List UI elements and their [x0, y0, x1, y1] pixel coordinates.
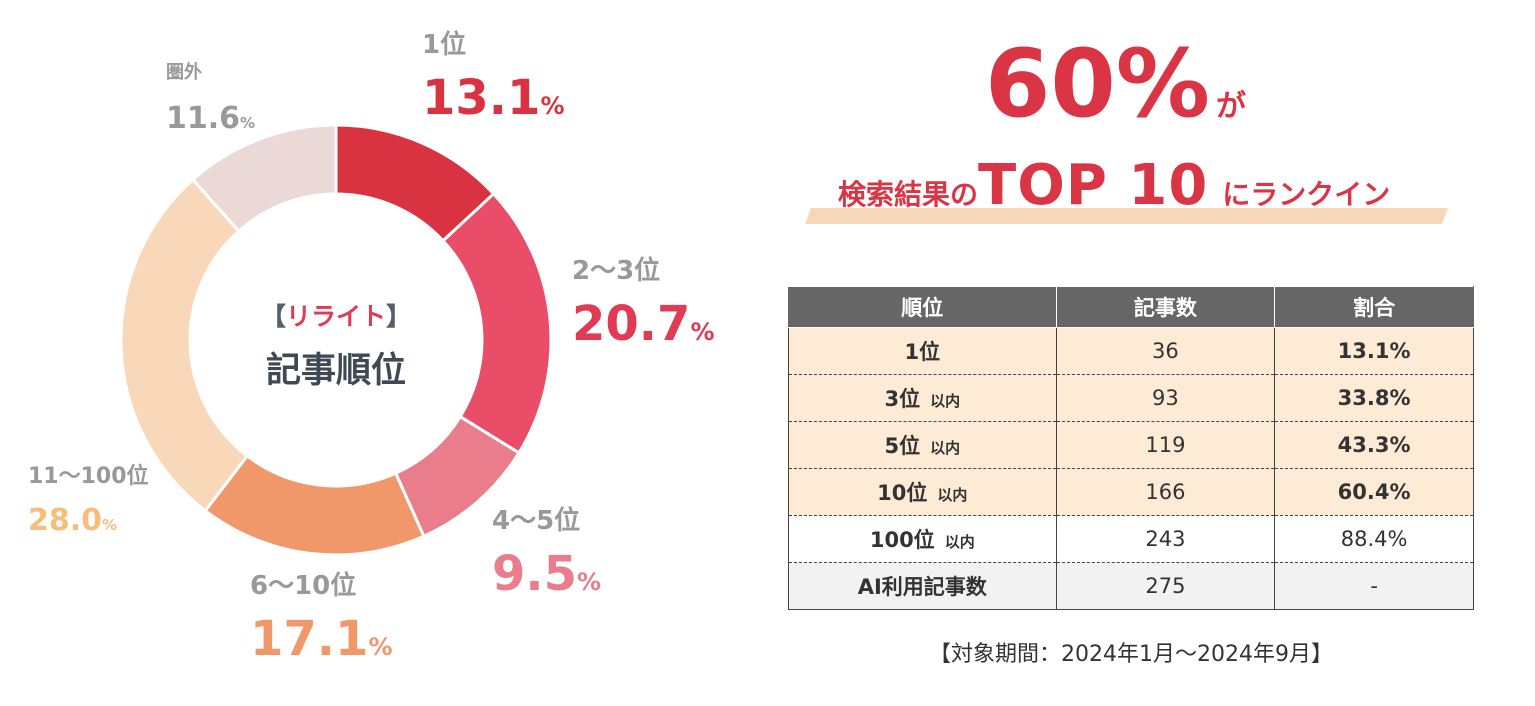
cell-rank: AI利用記事数 [788, 562, 1057, 610]
label-rank-1: 1位 13.1% [422, 32, 564, 122]
cell-count: 275 [1056, 562, 1276, 610]
headline-underline [805, 208, 1448, 224]
cell-rank: 10位 以内 [788, 468, 1057, 516]
label-rank-6-10-value: 17.1% [250, 611, 393, 667]
label-out-of-rank-value: 11.6% [166, 101, 256, 136]
label-rank-11-100-value: 28.0% [28, 503, 118, 538]
table-header-ratio: 割合 [1274, 286, 1474, 328]
cell-count: 119 [1056, 421, 1276, 469]
cell-ratio: 88.4% [1274, 515, 1474, 563]
cell-ratio: 60.4% [1274, 468, 1474, 516]
cell-ratio: 13.1% [1274, 327, 1474, 375]
table-row: 100位 以内 243 88.4% [788, 515, 1474, 563]
headline: 60% が [985, 38, 1246, 132]
donut-slice-5 [190, 123, 338, 234]
label-out-of-rank: 圏外 11.6% [166, 64, 255, 134]
donut-chart [119, 123, 553, 557]
table-row: 1位 36 13.1% [788, 327, 1474, 375]
label-out-of-rank-name: 圏外 [166, 62, 202, 83]
subline-top10: TOP 10 [978, 153, 1209, 218]
table-header-row: 順位 記事数 割合 [788, 286, 1474, 328]
headline-percent: 60% [985, 30, 1210, 139]
headline-particle: が [1216, 89, 1246, 124]
label-rank-11-100-name: 11〜100位 [28, 464, 149, 489]
table-row: 3位 以内 93 33.8% [788, 374, 1474, 422]
label-rank-2-3-value: 20.7% [572, 296, 715, 352]
cell-ratio: 33.8% [1274, 374, 1474, 422]
headline-subline: 検索結果のTOP 10 にランクイン [838, 158, 1390, 214]
donut-center-title: 【リライト】 [260, 302, 412, 331]
donut-slice-4 [119, 177, 250, 513]
table-row: AI利用記事数 275 - [788, 562, 1474, 610]
cell-ratio: - [1274, 562, 1474, 610]
subline-suffix: にランクイン [1222, 178, 1391, 211]
cell-rank: 1位 [788, 327, 1057, 375]
label-rank-4-5-value: 9.5% [492, 546, 602, 602]
donut-slice-3 [203, 453, 426, 557]
cell-count: 36 [1056, 327, 1276, 375]
label-rank-4-5: 4〜5位 9.5% [492, 508, 601, 598]
donut-slice-1 [440, 191, 553, 455]
label-rank-6-10: 6〜10位 17.1% [250, 573, 392, 663]
label-rank-2-3-name: 2〜3位 [572, 256, 661, 286]
cell-count: 243 [1056, 515, 1276, 563]
cell-count: 166 [1056, 468, 1276, 516]
rank-table: 順位 記事数 割合 1位 36 13.1% 3位 以内 93 33.8% 5位 以内… [788, 286, 1474, 610]
label-rank-2-3: 2〜3位 20.7% [572, 258, 714, 348]
label-rank-1-name: 1位 [422, 30, 467, 60]
cell-ratio: 43.3% [1274, 421, 1474, 469]
table-row: 10位 以内 166 60.4% [788, 468, 1474, 516]
table-header-rank: 順位 [788, 286, 1057, 328]
label-rank-4-5-name: 4〜5位 [492, 506, 581, 536]
cell-count: 93 [1056, 374, 1276, 422]
cell-rank: 3位 以内 [788, 374, 1057, 422]
cell-rank: 100位 以内 [788, 515, 1057, 563]
cell-rank: 5位 以内 [788, 421, 1057, 469]
donut-center-subtitle: 記事順位 [265, 351, 406, 391]
table-header-count: 記事数 [1055, 286, 1276, 328]
label-rank-1-value: 13.1% [422, 70, 565, 126]
subline-prefix: 検索結果の [838, 178, 979, 211]
table-row: 5位 以内 119 43.3% [788, 421, 1474, 469]
label-rank-6-10-name: 6〜10位 [250, 571, 357, 601]
period-note: 【対象期間：2024年1月〜2024年9月】 [929, 642, 1333, 667]
label-rank-11-100: 11〜100位 28.0% [28, 466, 149, 536]
